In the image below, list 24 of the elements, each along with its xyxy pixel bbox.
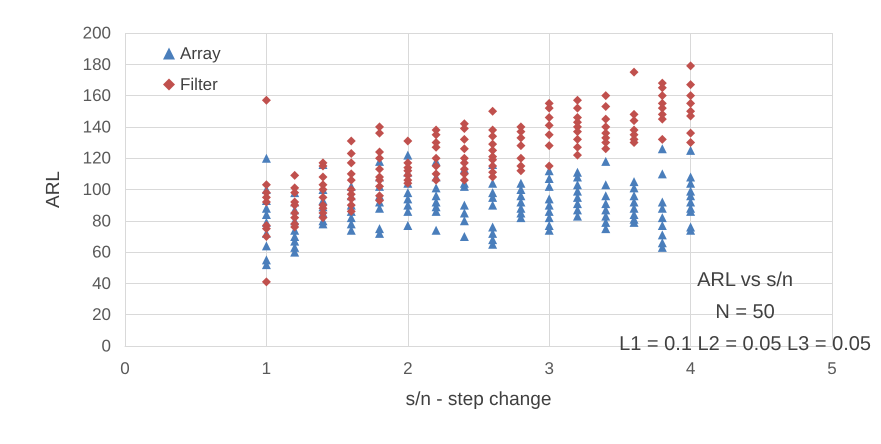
y-tick-label: 140 [82,117,111,136]
x-tick-label: 0 [120,359,130,378]
y-tick-label: 60 [92,242,111,262]
y-tick-label: 100 [82,180,111,199]
y-tick-label: 40 [92,274,111,293]
y-tick-label: 180 [82,54,111,74]
legend-label: Filter [180,75,218,94]
y-tick-label: 200 [82,24,111,42]
y-tick-label: 120 [82,148,111,168]
annotation: N = 50 [715,301,775,323]
y-axis-title: ARL [43,171,64,208]
legend-label: Array [180,44,222,63]
y-tick-label: 0 [102,336,111,356]
x-tick-label: 1 [262,359,272,378]
x-tick-label: 3 [544,359,554,378]
x-tick-label: 4 [686,359,696,378]
annotation: L1 = 0.1 L2 = 0.05 L3 = 0.05 [619,333,872,355]
y-tick-label: 160 [82,86,111,106]
x-axis-title: s/n - step change [406,389,552,410]
annotation: ARL vs s/n [697,269,794,291]
y-tick-label: 80 [92,211,111,230]
x-tick-label: 2 [403,359,413,378]
x-tick-label: 5 [827,359,837,378]
y-tick-label: 20 [92,305,111,324]
